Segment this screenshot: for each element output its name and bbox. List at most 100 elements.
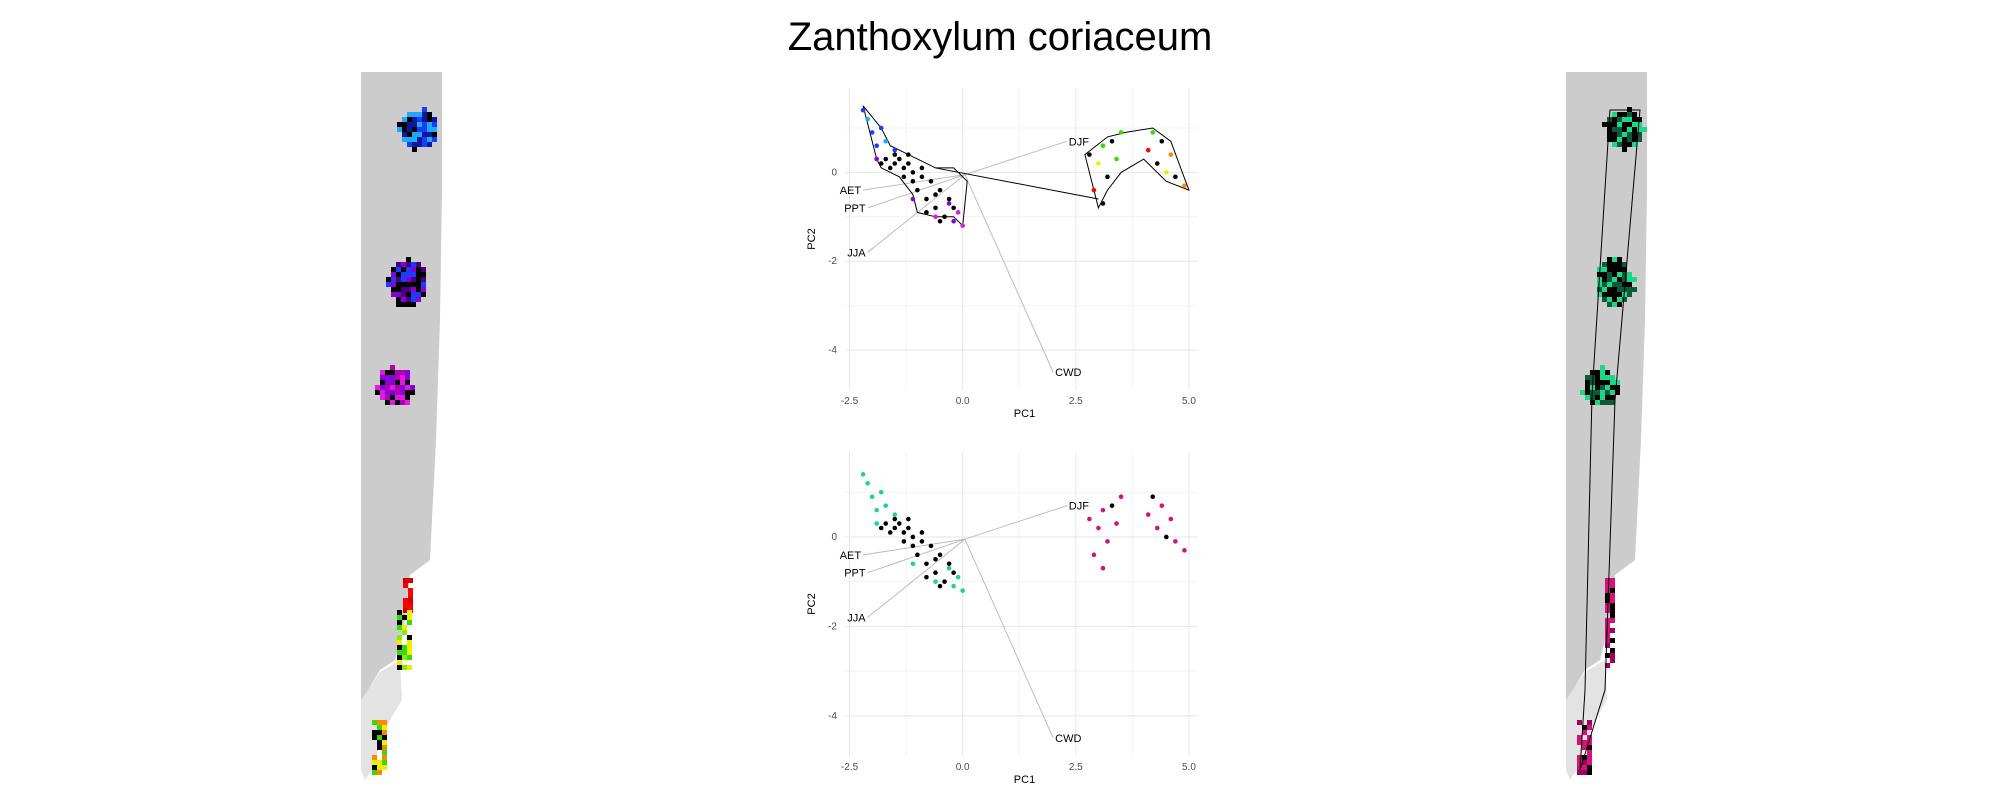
data-point: [887, 165, 893, 171]
raster-cell: [402, 122, 407, 127]
raster-cell: [1632, 287, 1637, 292]
data-point: [1105, 539, 1110, 544]
raster-cell: [403, 608, 408, 613]
data-point: [910, 170, 916, 175]
data-point: [937, 583, 943, 589]
raster-cell: [1602, 272, 1607, 277]
raster-cell: [396, 262, 401, 267]
raster-cell: [1610, 395, 1615, 400]
raster-cell: [1607, 287, 1612, 292]
raster-cell: [407, 615, 412, 620]
raster-cell: [1617, 277, 1622, 282]
raster-cell: [1605, 643, 1610, 648]
raster-cell: [1600, 370, 1605, 375]
raster-cell: [1610, 628, 1615, 633]
raster-cell: [417, 112, 422, 117]
raster-cell: [385, 390, 390, 395]
raster-cell: [412, 117, 417, 122]
data-point: [946, 561, 952, 567]
raster-cell: [1612, 137, 1617, 142]
raster-cell: [1580, 390, 1585, 395]
raster-cell: [401, 277, 406, 282]
raster-cell: [1627, 282, 1632, 287]
raster-cell: [1610, 400, 1615, 405]
data-point: [878, 489, 884, 495]
raster-cell: [377, 735, 382, 740]
raster-cell: [1610, 648, 1615, 653]
raster-cell: [1587, 725, 1592, 730]
data-point: [1145, 512, 1151, 517]
raster-cell: [1612, 142, 1617, 147]
raster-cell: [1587, 760, 1592, 765]
data-point: [933, 214, 938, 220]
raster-cell: [1622, 277, 1627, 282]
raster-cell: [407, 122, 412, 127]
raster-cell: [1627, 277, 1632, 282]
raster-cell: [407, 112, 412, 117]
raster-cell: [1585, 375, 1590, 380]
raster-cell: [1622, 122, 1627, 127]
raster-cell: [1597, 287, 1602, 292]
data-point: [1091, 187, 1097, 193]
vector-label-aet: AET: [840, 185, 862, 197]
raster-cell: [410, 390, 415, 395]
raster-cell: [1595, 400, 1600, 405]
raster-cell: [397, 625, 402, 630]
raster-cell: [402, 132, 407, 137]
data-point: [860, 472, 866, 477]
raster-cell: [1612, 127, 1617, 132]
loading-vector: [867, 174, 966, 253]
raster-cell: [1610, 603, 1615, 608]
raster-cell: [416, 277, 421, 282]
hull-polygon-left: [862, 105, 968, 227]
raster-cell: [1632, 277, 1637, 282]
raster-cell: [397, 635, 402, 640]
data-point: [1182, 548, 1187, 553]
x-tick-label: 2.5: [1069, 762, 1083, 773]
raster-cell: [402, 665, 407, 670]
raster-cell: [382, 730, 387, 735]
raster-cell: [1600, 385, 1605, 390]
raster-cell: [395, 400, 400, 405]
vector-label-jja: JJA: [847, 247, 866, 259]
raster-cell: [1617, 122, 1622, 127]
data-point: [1145, 147, 1151, 153]
raster-cell: [1590, 375, 1595, 380]
data-point: [865, 480, 870, 486]
raster-cell: [397, 615, 402, 620]
raster-cell: [411, 297, 416, 302]
vector-label-cwd: CWD: [1055, 733, 1081, 745]
raster-cell: [411, 302, 416, 307]
raster-cell: [397, 640, 402, 645]
raster-cell: [1610, 613, 1615, 618]
raster-cell: [407, 620, 412, 625]
x-tick-label: -2.5: [841, 762, 859, 773]
raster-cell: [390, 380, 395, 385]
raster-cell: [427, 132, 432, 137]
raster-cell: [400, 375, 405, 380]
raster-cell: [400, 395, 405, 400]
raster-cell: [1605, 583, 1610, 588]
raster-cell: [427, 127, 432, 132]
data-point: [892, 161, 898, 166]
raster-cell: [422, 122, 427, 127]
data-point: [906, 516, 911, 522]
raster-cell: [1610, 380, 1615, 385]
raster-cell: [401, 272, 406, 277]
raster-cell: [396, 282, 401, 287]
raster-cell: [375, 390, 380, 395]
raster-cell: [1627, 127, 1632, 132]
raster-cell: [1577, 755, 1582, 760]
raster-cell: [1610, 390, 1615, 395]
data-point: [883, 138, 889, 144]
range-hull-right: [1579, 109, 1641, 771]
raster-cell: [1595, 370, 1600, 375]
map-right: [1566, 72, 1647, 780]
raster-cell: [432, 127, 437, 132]
data-point: [1118, 130, 1124, 135]
raster-cell: [405, 385, 410, 390]
data-point: [1105, 174, 1110, 180]
raster-cell: [1582, 770, 1587, 775]
raster-cell: [1610, 578, 1615, 583]
raster-cell: [405, 395, 410, 400]
